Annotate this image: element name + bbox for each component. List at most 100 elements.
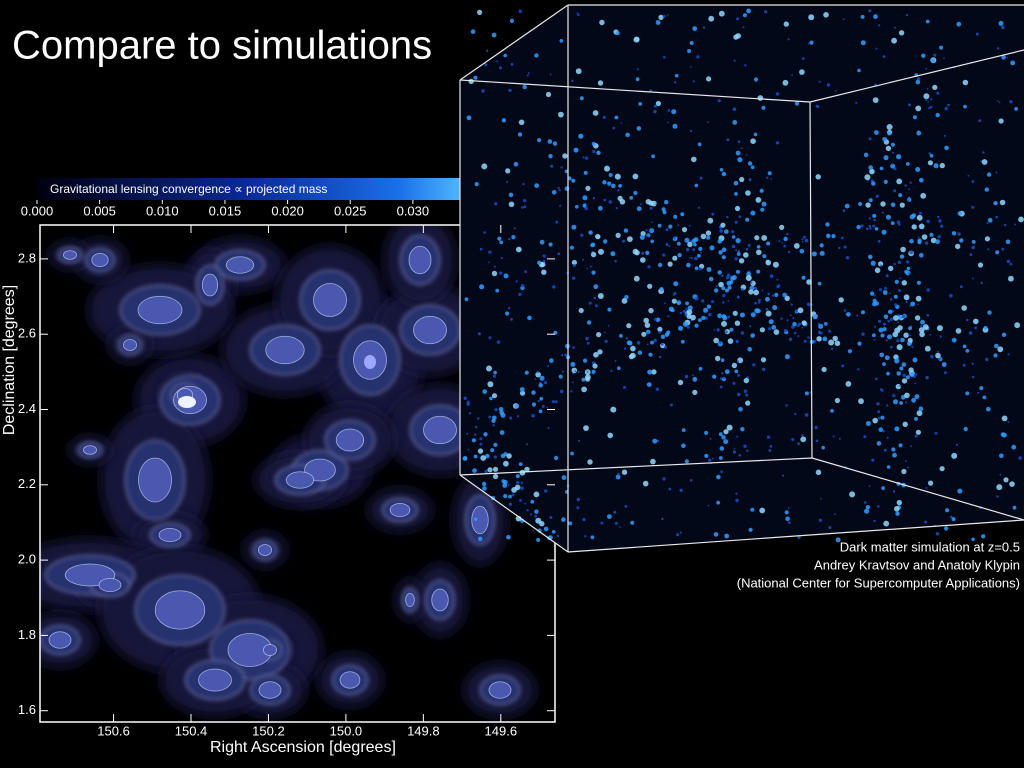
particle bbox=[707, 504, 710, 507]
particle bbox=[882, 430, 885, 433]
particle bbox=[690, 257, 693, 260]
particle bbox=[636, 68, 639, 71]
particle bbox=[882, 362, 886, 366]
particle bbox=[724, 369, 730, 375]
particle bbox=[496, 60, 498, 63]
particle bbox=[506, 534, 511, 540]
particle bbox=[904, 184, 907, 187]
particle bbox=[1009, 262, 1013, 266]
particle bbox=[686, 262, 691, 268]
particle bbox=[506, 180, 509, 183]
particle bbox=[670, 308, 675, 313]
particle bbox=[907, 341, 912, 347]
particle bbox=[972, 375, 975, 379]
particle bbox=[898, 443, 903, 448]
particle bbox=[738, 258, 745, 264]
particle bbox=[926, 88, 929, 90]
particle bbox=[787, 38, 790, 41]
particle bbox=[756, 308, 761, 314]
particle bbox=[556, 534, 560, 538]
particle bbox=[750, 165, 755, 169]
particle bbox=[757, 95, 764, 101]
particle bbox=[759, 327, 766, 333]
particle bbox=[984, 236, 991, 242]
particle bbox=[464, 297, 469, 302]
particle bbox=[509, 416, 513, 420]
particle bbox=[720, 470, 723, 474]
particle bbox=[655, 20, 661, 25]
particle bbox=[925, 98, 928, 102]
particle bbox=[718, 432, 723, 437]
particle bbox=[539, 396, 544, 401]
particle bbox=[539, 239, 545, 245]
particle bbox=[894, 358, 900, 364]
particle bbox=[693, 242, 697, 247]
particle bbox=[901, 362, 907, 367]
particle bbox=[901, 468, 907, 475]
particle bbox=[491, 270, 498, 277]
particle bbox=[802, 57, 805, 60]
particle bbox=[647, 332, 650, 334]
contour bbox=[48, 631, 72, 649]
particle bbox=[784, 354, 790, 360]
y-tick-label: 1.6 bbox=[18, 702, 36, 717]
particle bbox=[870, 291, 875, 296]
particle bbox=[588, 301, 592, 305]
particle bbox=[468, 412, 472, 415]
particle bbox=[708, 312, 712, 317]
particle bbox=[901, 314, 906, 319]
particle bbox=[1007, 421, 1010, 423]
particle bbox=[890, 202, 896, 208]
particle bbox=[597, 349, 603, 355]
particle bbox=[957, 232, 961, 236]
particle bbox=[817, 322, 820, 326]
particle bbox=[863, 501, 867, 504]
particle bbox=[645, 229, 648, 232]
particle bbox=[771, 325, 777, 330]
particle bbox=[838, 246, 841, 250]
particle bbox=[740, 147, 743, 150]
particle bbox=[899, 366, 904, 371]
particle bbox=[737, 250, 740, 253]
particle bbox=[919, 177, 924, 183]
particle bbox=[633, 275, 640, 282]
particle bbox=[838, 437, 841, 440]
contour bbox=[488, 681, 512, 699]
particle bbox=[474, 182, 479, 187]
particle bbox=[761, 289, 764, 292]
particle bbox=[767, 171, 772, 176]
cube-edge bbox=[459, 79, 811, 103]
particle bbox=[993, 353, 998, 358]
particle bbox=[735, 269, 741, 274]
particle bbox=[914, 434, 918, 438]
particle bbox=[962, 79, 969, 86]
particle bbox=[891, 142, 895, 147]
particle bbox=[874, 227, 879, 231]
particle bbox=[704, 430, 709, 435]
particle bbox=[551, 530, 556, 534]
particle bbox=[503, 452, 508, 457]
particle bbox=[1009, 100, 1013, 104]
particle bbox=[709, 245, 715, 251]
particle bbox=[893, 262, 896, 266]
particle bbox=[720, 358, 725, 363]
particle bbox=[900, 246, 906, 253]
particle bbox=[983, 325, 988, 330]
particle bbox=[755, 197, 762, 203]
particle bbox=[889, 292, 891, 295]
particle bbox=[750, 138, 756, 144]
particle bbox=[1006, 259, 1011, 264]
contour bbox=[83, 445, 98, 455]
particle bbox=[874, 267, 881, 274]
particle bbox=[520, 481, 524, 484]
particle bbox=[725, 330, 728, 334]
particle bbox=[841, 364, 845, 368]
particle bbox=[924, 241, 929, 245]
particle bbox=[887, 131, 892, 136]
particle bbox=[821, 366, 827, 373]
particle bbox=[869, 227, 872, 230]
particle bbox=[919, 253, 924, 258]
particle bbox=[929, 333, 932, 336]
particle bbox=[526, 74, 529, 77]
particle bbox=[473, 517, 478, 522]
